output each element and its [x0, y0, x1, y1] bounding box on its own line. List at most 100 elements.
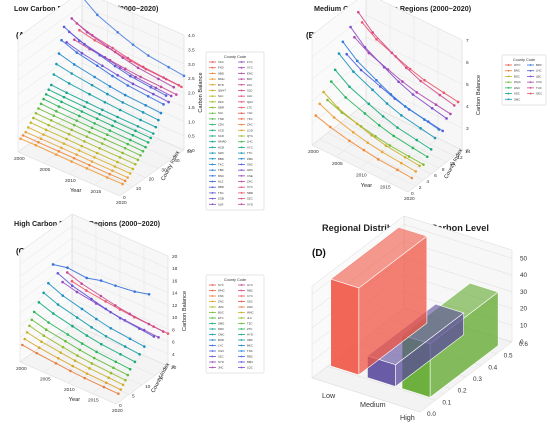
data-point	[332, 116, 336, 119]
data-point	[103, 100, 107, 104]
data-point	[21, 134, 25, 137]
data-point	[72, 63, 76, 66]
panel-label: (D)	[312, 248, 326, 259]
grid-line	[43, 133, 146, 178]
data-point	[109, 326, 113, 330]
grid-line	[365, 102, 463, 151]
grid-line	[17, 151, 121, 197]
data-point	[65, 40, 68, 44]
data-point	[76, 354, 79, 357]
data-point	[61, 294, 65, 297]
x-tick-label: 2000	[16, 366, 27, 372]
data-point	[152, 92, 155, 96]
data-point	[25, 331, 29, 334]
legend-entry: CYC	[247, 294, 253, 298]
data-point	[154, 125, 158, 129]
data-point	[456, 100, 460, 104]
data-point	[401, 80, 404, 83]
data-point	[85, 101, 89, 104]
y-tick-label: 10	[145, 384, 151, 390]
legend-entry: CXC	[536, 80, 542, 84]
grid-line	[383, 138, 439, 181]
data-point	[95, 151, 99, 155]
legend-entry: SMD	[218, 322, 224, 326]
legend-marker	[211, 306, 214, 308]
legend-marker	[240, 169, 243, 172]
x-tick-label: 2020	[404, 196, 415, 202]
data-point	[133, 360, 137, 364]
legend-entry: BRC	[536, 63, 542, 67]
legend-entry: RNC	[218, 174, 224, 178]
legend-entry: BMC	[247, 360, 253, 364]
legend-entry: BJC	[247, 77, 252, 81]
legend-entry: TKC	[218, 162, 224, 166]
y-tick-label: 0	[123, 195, 126, 201]
legend-entry: TND	[218, 117, 224, 121]
grid-line	[17, 105, 83, 153]
legend-marker	[507, 69, 510, 72]
data-point	[131, 167, 135, 171]
legend-entry: XYD	[247, 202, 253, 206]
y-tick-label: 40	[174, 158, 180, 164]
data-point	[403, 155, 407, 159]
data-point	[111, 124, 114, 128]
z-tick-label: 0.5	[188, 134, 195, 140]
data-point	[118, 156, 122, 159]
legend-marker	[211, 146, 214, 149]
data-point	[118, 66, 122, 69]
legend-marker	[211, 197, 214, 200]
legend-entry: YLD	[247, 111, 252, 115]
data-point	[149, 136, 153, 140]
data-point	[167, 65, 170, 69]
data-point	[93, 75, 96, 79]
data-point	[318, 102, 322, 106]
data-point	[423, 118, 426, 121]
legend-marker	[211, 72, 214, 75]
data-point	[77, 149, 81, 152]
data-point	[47, 123, 50, 127]
data-point	[382, 65, 386, 69]
grid-line	[19, 287, 73, 326]
legend-marker	[211, 339, 214, 341]
data-point	[90, 83, 94, 87]
grid-line	[30, 142, 133, 187]
data-point	[121, 182, 124, 186]
data-point	[355, 122, 359, 126]
data-point	[389, 93, 393, 96]
z-tick-label: 3.5	[188, 47, 195, 53]
data-point	[434, 103, 438, 106]
data-point	[72, 156, 76, 160]
data-point	[29, 121, 33, 124]
data-point	[151, 132, 155, 135]
x-tick-label: 2020	[112, 408, 123, 414]
z-tick-label: 2.0	[188, 91, 195, 97]
data-point	[75, 316, 79, 319]
data-point	[108, 129, 112, 132]
grid-line	[319, 138, 416, 187]
data-point	[90, 160, 94, 163]
data-point	[167, 100, 170, 104]
data-point	[147, 322, 151, 326]
z-axis-label: Carbon Balance	[476, 75, 482, 115]
data-point	[124, 67, 127, 71]
grid-line	[102, 0, 185, 36]
data-point	[123, 179, 127, 183]
data-point	[44, 93, 48, 96]
legend-entry: TUC	[536, 86, 542, 90]
legend-marker	[211, 140, 214, 143]
legend-marker	[211, 322, 214, 325]
data-point	[352, 131, 355, 134]
data-point	[337, 52, 341, 55]
data-point	[423, 78, 426, 82]
legend-marker	[211, 284, 214, 286]
data-point	[131, 43, 135, 46]
data-point	[39, 102, 43, 106]
legend-marker	[240, 180, 243, 183]
data-point	[104, 334, 108, 338]
legend-marker	[240, 95, 243, 98]
legend-entry: WHAD	[218, 140, 227, 144]
data-point	[180, 85, 183, 89]
data-point	[121, 56, 125, 60]
grid-line	[365, 80, 463, 129]
